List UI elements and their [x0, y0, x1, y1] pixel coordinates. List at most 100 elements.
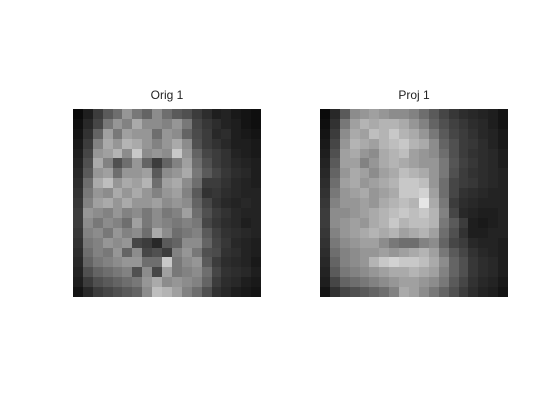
pixel-cell: [152, 128, 163, 139]
pixel-cell: [231, 217, 242, 228]
pixel-cell: [428, 267, 439, 278]
pixel-cell: [92, 277, 103, 288]
pixel-cell: [102, 178, 113, 189]
pixel-cell: [201, 217, 212, 228]
pixel-cell: [498, 207, 508, 218]
pixel-cell: [142, 207, 153, 218]
pixel-cell: [369, 138, 380, 149]
pixel-cell: [478, 128, 489, 139]
pixel-cell: [211, 128, 222, 139]
pixel-cell: [399, 227, 410, 238]
pixel-cell: [132, 148, 143, 159]
pixel-cell: [399, 237, 410, 248]
pixel-cell: [458, 148, 469, 159]
pixel-cell: [221, 287, 232, 297]
pixel-cell: [171, 128, 182, 139]
pixel-cell: [418, 287, 429, 297]
pixel-cell: [320, 158, 330, 169]
pixel-cell: [211, 178, 222, 189]
pixel-cell: [112, 257, 123, 268]
pixel-cell: [231, 257, 242, 268]
pixel-cell: [231, 118, 242, 129]
pixel-cell: [428, 198, 439, 208]
pixel-cell: [152, 247, 163, 258]
pixel-cell: [458, 237, 469, 248]
pixel-cell: [478, 138, 489, 149]
pixel-cell: [349, 257, 360, 268]
pixel-cell: [379, 198, 390, 208]
pixel-cell: [92, 168, 103, 179]
pixel-cell: [458, 247, 469, 258]
pixel-cell: [211, 247, 222, 258]
pixel-cell: [211, 118, 222, 129]
pixel-cell: [409, 198, 419, 208]
pixel-cell: [498, 247, 508, 258]
pixel-cell: [389, 109, 400, 119]
pixel-cell: [142, 178, 153, 189]
pixel-cell: [122, 168, 133, 179]
pixel-cell: [142, 277, 153, 288]
pixel-cell: [339, 277, 350, 288]
pixel-cell: [181, 138, 192, 149]
pixel-cell: [349, 158, 360, 169]
pixel-cell: [329, 138, 340, 149]
pixel-cell: [241, 148, 252, 159]
pixel-cell: [448, 227, 459, 238]
pixel-cell: [409, 148, 419, 159]
pixel-cell: [339, 158, 350, 169]
pixel-cell: [498, 138, 508, 149]
pixel-cell: [181, 257, 192, 268]
pixel-cell: [418, 277, 429, 288]
pixel-cell: [438, 207, 449, 218]
pixel-cell: [211, 287, 222, 297]
pixel-cell: [112, 158, 123, 169]
pixel-cell: [458, 217, 469, 228]
pixel-cell: [92, 287, 103, 297]
pixel-cell: [379, 128, 390, 139]
pixel-cell: [379, 207, 390, 218]
pixel-cell: [468, 128, 479, 139]
pixel-cell: [92, 109, 103, 119]
pixel-cell: [92, 148, 103, 159]
pixel-cell: [379, 178, 390, 189]
pixel-cell: [73, 287, 83, 297]
pixel-cell: [409, 158, 419, 169]
pixel-cell: [339, 109, 350, 119]
pixel-cell: [379, 148, 390, 159]
pixel-cell: [448, 237, 459, 248]
image-orig-1: [73, 109, 261, 297]
pixel-cell: [142, 148, 153, 159]
pixel-cell: [329, 217, 340, 228]
pixel-cell: [339, 118, 350, 129]
pixel-cell: [320, 247, 330, 258]
pixel-cell: [428, 257, 439, 268]
pixel-cell: [448, 257, 459, 268]
pixel-cell: [369, 227, 380, 238]
pixel-cell: [132, 128, 143, 139]
pixel-cell: [418, 227, 429, 238]
pixel-cell: [438, 188, 449, 199]
pixel-cell: [359, 277, 370, 288]
pixel-cell: [102, 227, 113, 238]
pixel-cell: [399, 217, 410, 228]
pixel-cell: [201, 277, 212, 288]
pixel-cell: [122, 207, 133, 218]
pixel-cell: [132, 217, 143, 228]
pixel-cell: [498, 267, 508, 278]
pixel-cell: [112, 118, 123, 129]
pixel-cell: [102, 257, 113, 268]
pixel-cell: [171, 138, 182, 149]
pixel-cell: [201, 198, 212, 208]
pixel-cell: [428, 207, 439, 218]
pixel-cell: [468, 207, 479, 218]
pixel-cell: [181, 128, 192, 139]
pixel-cell: [171, 168, 182, 179]
pixel-cell: [92, 118, 103, 129]
pixel-cell: [458, 287, 469, 297]
image-proj-1: [320, 109, 508, 297]
pixel-cell: [181, 217, 192, 228]
pixel-cell: [142, 118, 153, 129]
pixel-cell: [82, 158, 93, 169]
pixel-cell: [389, 118, 400, 129]
pixel-cell: [241, 188, 252, 199]
